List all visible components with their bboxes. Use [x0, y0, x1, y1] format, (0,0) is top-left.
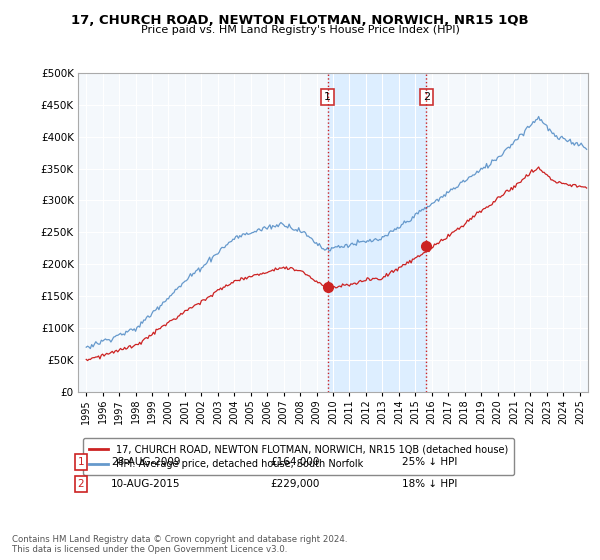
Text: 2: 2	[423, 92, 430, 102]
Text: 18% ↓ HPI: 18% ↓ HPI	[402, 479, 457, 489]
Text: 17, CHURCH ROAD, NEWTON FLOTMAN, NORWICH, NR15 1QB: 17, CHURCH ROAD, NEWTON FLOTMAN, NORWICH…	[71, 14, 529, 27]
Text: 1: 1	[77, 457, 85, 467]
Text: £229,000: £229,000	[270, 479, 319, 489]
Text: 25% ↓ HPI: 25% ↓ HPI	[402, 457, 457, 467]
Legend: 17, CHURCH ROAD, NEWTON FLOTMAN, NORWICH, NR15 1QB (detached house), HPI: Averag: 17, CHURCH ROAD, NEWTON FLOTMAN, NORWICH…	[83, 438, 514, 475]
Bar	[328, 73, 426, 392]
Text: 1: 1	[324, 92, 331, 102]
Text: Price paid vs. HM Land Registry's House Price Index (HPI): Price paid vs. HM Land Registry's House …	[140, 25, 460, 35]
Text: 10-AUG-2015: 10-AUG-2015	[111, 479, 181, 489]
Text: 28-AUG-2009: 28-AUG-2009	[111, 457, 181, 467]
Text: 2: 2	[77, 479, 85, 489]
Text: Contains HM Land Registry data © Crown copyright and database right 2024.
This d: Contains HM Land Registry data © Crown c…	[12, 535, 347, 554]
Text: £164,000: £164,000	[270, 457, 319, 467]
